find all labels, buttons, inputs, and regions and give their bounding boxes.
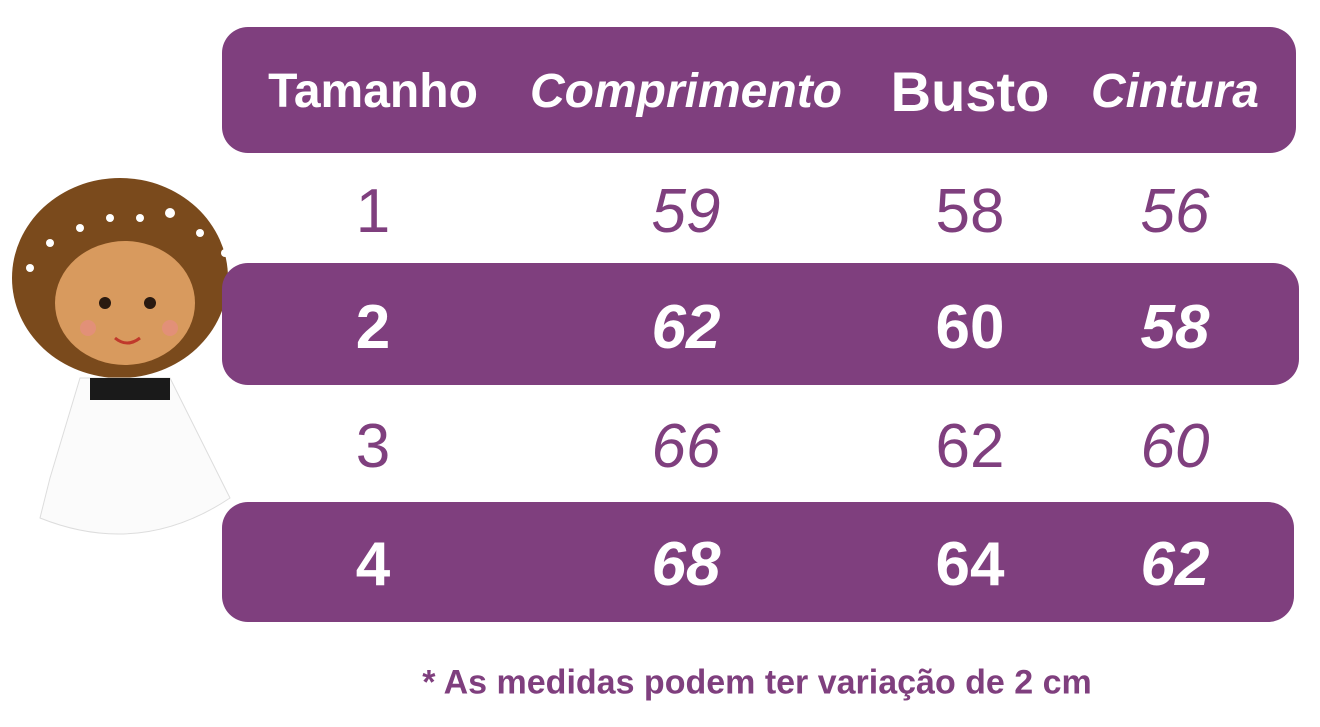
cell-comprimento: 59	[651, 177, 721, 246]
cell-busto: 60	[935, 293, 1005, 362]
row-band-4	[222, 502, 1294, 622]
cell-busto: 64	[935, 530, 1005, 599]
cell-busto: 62	[935, 412, 1005, 481]
cell-tamanho: 1	[355, 177, 391, 246]
header-tamanho: Tamanho	[268, 65, 478, 118]
cell-comprimento: 62	[651, 293, 721, 362]
header-busto: Busto	[890, 60, 1050, 123]
cell-cintura: 62	[1140, 530, 1210, 599]
girl-illustration	[12, 178, 231, 535]
header-cintura: Cintura	[1091, 65, 1259, 118]
footnote: * As medidas podem ter variação de 2 cm	[422, 663, 1092, 702]
cell-comprimento: 68	[651, 530, 721, 599]
cell-busto: 58	[935, 177, 1005, 246]
header-comprimento: Comprimento	[530, 65, 842, 118]
cell-cintura: 58	[1140, 293, 1210, 362]
cell-cintura: 56	[1140, 177, 1210, 246]
cell-tamanho: 3	[355, 412, 391, 481]
cell-tamanho: 2	[355, 293, 391, 362]
header-band	[222, 27, 1296, 153]
row-band-2	[222, 263, 1299, 385]
cell-comprimento: 66	[651, 412, 721, 481]
cell-tamanho: 4	[355, 530, 391, 599]
cell-cintura: 60	[1140, 412, 1210, 481]
